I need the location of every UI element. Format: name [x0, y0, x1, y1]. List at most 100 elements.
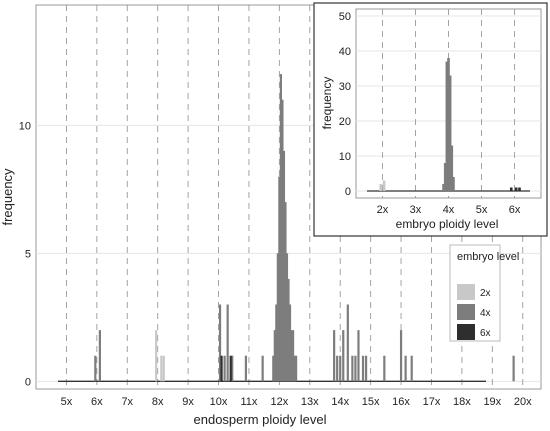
main-bars [58, 74, 515, 382]
main-x-axis-label: endosperm ploidy level [194, 412, 327, 427]
inset-y-tick-label: 40 [339, 46, 351, 58]
inset-bar-4x [452, 177, 455, 191]
main-x-tick-label: 15x [362, 396, 380, 408]
inset-y-tick-label: 50 [339, 11, 351, 23]
main-y-axis-label: frequency [0, 168, 15, 226]
main-bar-2x [160, 355, 163, 382]
main-bar-4x [273, 330, 276, 382]
main-bar-4x [361, 355, 365, 382]
main-bar-4x [336, 355, 339, 382]
main-y-ticks: 0 5 10 [19, 120, 31, 388]
main-bar-4x [333, 330, 336, 382]
main-bar-4x [231, 355, 234, 382]
legend-swatch-2x [457, 284, 475, 300]
inset-bar-2x [379, 184, 383, 191]
legend-label-4x: 4x [480, 308, 491, 319]
main-y-tick-label: 5 [25, 248, 31, 260]
inset-bar-6x [514, 187, 518, 191]
main-bar-4x [339, 355, 342, 382]
main-x-tick-label: 17x [423, 396, 441, 408]
inset-y-tick-label: 20 [339, 116, 351, 128]
main-bar-4x [293, 355, 296, 382]
inset-panel: 0 10 20 30 40 50 2x 3x 4x 5x 6x embryo ploidy lev… [313, 2, 548, 237]
main-bar-4x [288, 304, 292, 382]
main-bar-4x [351, 355, 354, 382]
main-x-tick-label: 7x [121, 396, 133, 408]
main-x-tick-label: 8x [152, 396, 164, 408]
inset-bar-2x [382, 180, 386, 191]
legend-swatch-6x [457, 324, 475, 340]
main-bar-4x [244, 355, 248, 382]
main-bar-4x [261, 355, 264, 382]
main-bar-4x [272, 355, 275, 382]
inset-bar-4x [443, 163, 447, 191]
main-bar-4x [399, 330, 403, 382]
inset-y-tick-label: 10 [339, 151, 351, 163]
main-x-tick-label: 12x [270, 396, 288, 408]
legend-swatch-4x [457, 304, 475, 320]
legend: embryo level 2x 4x 6x [449, 244, 519, 342]
main-x-tick-label: 14x [331, 396, 349, 408]
inset-bar-6x [509, 187, 513, 191]
main-bar-2x [155, 330, 158, 382]
inset-bar-4x [442, 184, 445, 191]
legend-label-6x: 6x [480, 328, 491, 339]
main-bar-4x [346, 304, 349, 382]
main-bar-4x [282, 150, 286, 382]
inset-bar-4x [447, 58, 450, 191]
main-x-tick-label: 5x [61, 396, 73, 408]
main-bar-4x [94, 355, 97, 382]
main-bar-4x [284, 202, 287, 382]
inset-x-tick-label: 3x [410, 204, 422, 216]
main-bar-4x [98, 330, 101, 382]
main-bar-4x [281, 99, 284, 382]
main-x-tick-label: 20x [514, 396, 532, 408]
legend-entries: 2x 4x 6x [457, 284, 491, 340]
main-y-tick-label: 10 [19, 120, 31, 132]
main-x-tick-label: 16x [392, 396, 410, 408]
inset-y-ticks: 0 10 20 30 40 50 [339, 11, 351, 198]
inset-bars [367, 58, 530, 192]
legend-label-2x: 2x [480, 288, 491, 299]
main-bar-4x [275, 304, 278, 382]
main-bar-4x [291, 330, 295, 382]
main-x-tick-label: 10x [210, 396, 228, 408]
main-bar-4x [218, 304, 222, 382]
legend-title: embryo level [457, 251, 519, 263]
inset-x-tick-label: 4x [443, 204, 455, 216]
main-bar-4x [285, 253, 289, 382]
main-x-tick-label: 6x [91, 396, 103, 408]
main-bar-4x [223, 355, 226, 382]
main-x-ticks: 5x 6x 7x 8x 9x 10x 11x 12x 13x 14x 15x 16x 17x 18x 19x… [61, 396, 532, 408]
inset-x-tick-label: 2x [377, 204, 389, 216]
main-y-tick-label: 0 [25, 376, 31, 388]
inset-y-tick-label: 30 [339, 81, 351, 93]
inset-bar-4x [445, 61, 449, 191]
inset-x-tick-label: 6x [509, 204, 521, 216]
inset-bar-6x [518, 187, 521, 191]
main-bar-4x [278, 176, 281, 382]
main-bar-4x [354, 355, 357, 382]
main-bar-4x [226, 304, 229, 382]
inset-y-axis-label: frequency [320, 77, 334, 130]
main-bar-4x [410, 355, 413, 382]
inset-x-ticks: 2x 3x 4x 5x 6x [377, 204, 521, 216]
main-bar-4x [290, 330, 293, 382]
main-bar-4x [364, 355, 368, 382]
main-x-tick-label: 9x [182, 396, 194, 408]
main-bar-4x [342, 330, 345, 382]
main-bar-4x [295, 355, 298, 382]
main-bar-4x [276, 253, 279, 382]
main-bar-4x [512, 355, 515, 382]
inset-y-tick-label: 0 [345, 186, 351, 198]
main-bar-6x [229, 355, 232, 382]
inset-bar-4x [450, 145, 454, 191]
main-bar-4x [383, 355, 386, 382]
main-x-tick-label: 13x [301, 396, 319, 408]
main-x-tick-label: 19x [483, 396, 501, 408]
main-bar-2x [162, 355, 165, 382]
main-x-tick-label: 18x [453, 396, 471, 408]
inset-x-tick-label: 5x [476, 204, 488, 216]
inset-bar-4x [448, 75, 452, 191]
